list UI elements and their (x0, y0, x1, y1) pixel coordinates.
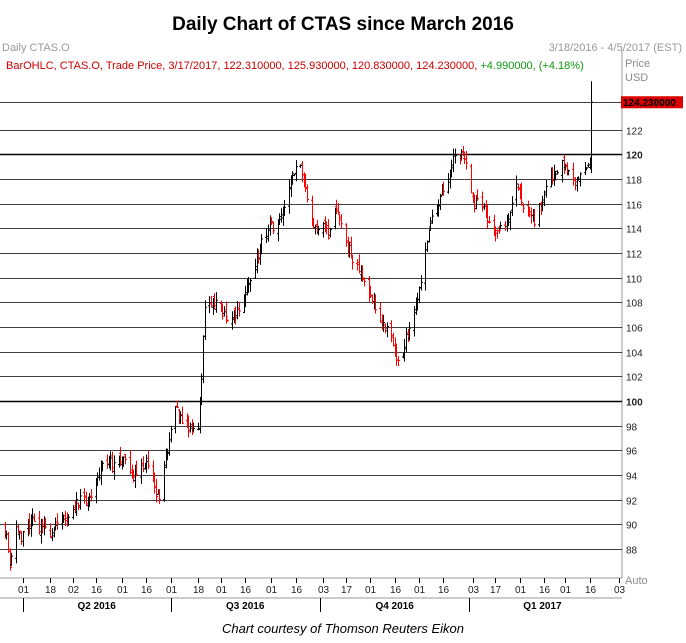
legend-ohlc-text: BarOHLC, CTAS.O, Trade Price, 3/17/2017,… (6, 60, 478, 72)
chart-instrument-label: Daily CTAS.O (2, 42, 70, 54)
x-tick-label: 01 (18, 585, 30, 596)
y-tick-label: 112 (626, 250, 642, 261)
y-tick-label: 88 (626, 546, 638, 557)
x-tick-label: 01 (414, 585, 426, 596)
x-tick-label: 01 (515, 585, 527, 596)
x-tick-label: 16 (438, 585, 450, 596)
y-tick-label: 96 (626, 447, 638, 458)
x-tick-label: 16 (141, 585, 153, 596)
x-tick-label: 03 (614, 585, 626, 596)
y-tick-label: 100 (626, 398, 643, 409)
y-tick-label: 116 (626, 201, 642, 212)
y-tick-label: 110 (626, 275, 642, 286)
y-tick-label: 98 (626, 423, 638, 434)
y-tick-label: 122 (626, 127, 643, 138)
x-tick-label: 01 (560, 585, 572, 596)
quarter-label: Q4 2016 (375, 601, 414, 612)
x-tick-label: 18 (45, 585, 57, 596)
chart-legend: BarOHLC, CTAS.O, Trade Price, 3/17/2017,… (6, 60, 584, 72)
x-tick-label: 16 (240, 585, 252, 596)
y-tick-label: 94 (626, 472, 638, 483)
currency-label: USD (625, 72, 649, 84)
x-tick-label: 01 (266, 585, 278, 596)
y-tick-label: 118 (626, 176, 642, 187)
quarter-label: Q1 2017 (523, 601, 562, 612)
y-tick-label: 120 (626, 151, 643, 162)
x-tick-label: 17 (341, 585, 353, 596)
y-tick-label: 102 (626, 373, 643, 384)
chart-title: Daily Chart of CTAS since March 2016 (172, 14, 514, 35)
y-tick-label: 92 (626, 497, 638, 508)
x-tick-label: 01 (166, 585, 178, 596)
x-tick-label: 01 (117, 585, 129, 596)
x-tick-label: 16 (585, 585, 597, 596)
chart-caption: Chart courtesy of Thomson Reuters Eikon (221, 621, 465, 636)
x-tick-label: 16 (291, 585, 303, 596)
x-tick-label: 02 (68, 585, 80, 596)
x-tick-label: 16 (390, 585, 402, 596)
x-tick-label: 03 (318, 585, 330, 596)
x-tick-label: 01 (216, 585, 228, 596)
y-tick-label: 90 (626, 521, 638, 532)
legend-change-text: +4.990000, (+4.18%) (480, 60, 584, 72)
y-tick-label: 114 (626, 225, 642, 236)
x-tick-label: 03 (468, 585, 480, 596)
y-tick-label: 108 (626, 299, 643, 310)
last-price-value: 124.230000 (623, 98, 676, 109)
x-tick-label: 01 (365, 585, 377, 596)
quarter-label: Q3 2016 (226, 601, 265, 612)
x-tick-label: 18 (193, 585, 205, 596)
x-tick-label: 16 (539, 585, 551, 596)
last-price-tag (621, 96, 683, 109)
quarter-label: Q2 2016 (77, 601, 116, 612)
auto-scale-button[interactable]: Auto (625, 575, 648, 587)
x-tick-label: 16 (91, 585, 103, 596)
x-tick-label: 17 (490, 585, 502, 596)
y-tick-label: 104 (626, 349, 643, 360)
price-chart: 88 90 92 94 96 98 100 102 104 106 108 110 112 114 116 1… (0, 50, 683, 612)
price-axis-label: Price (625, 58, 651, 70)
y-tick-label: 106 (626, 324, 643, 335)
chart-date-range: 3/18/2016 - 4/5/2017 (EST) (548, 42, 682, 54)
